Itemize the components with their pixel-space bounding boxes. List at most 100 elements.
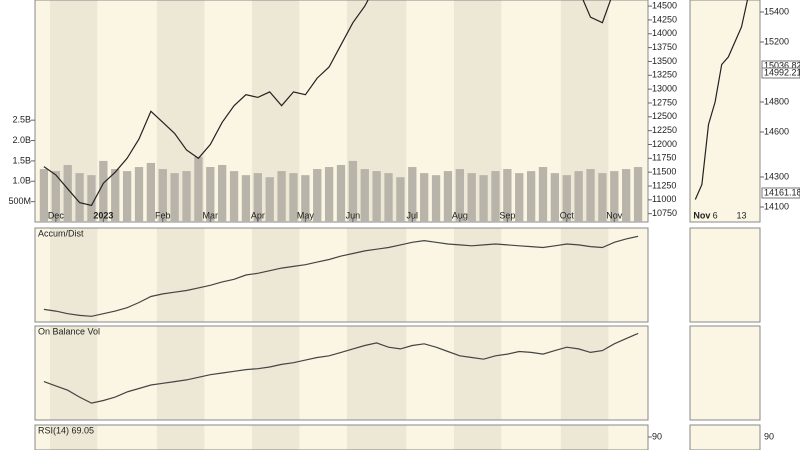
plot-area	[39, 0, 643, 222]
y-tick-label: 90	[652, 431, 662, 441]
month-band	[156, 228, 205, 322]
x-tick-label: May	[297, 210, 315, 220]
y2-tick-label: 2.0B	[12, 135, 31, 145]
month-band	[251, 326, 300, 420]
month-band	[49, 228, 98, 322]
volume-bar	[550, 173, 560, 222]
x-tick-label: 13	[736, 210, 746, 220]
panel-bg	[35, 326, 648, 420]
x-tick-label: Feb	[155, 210, 171, 220]
volume-bar	[253, 173, 262, 222]
series-line	[43, 235, 639, 317]
panel-title: Accum/Dist	[38, 228, 84, 238]
volume-bar	[122, 171, 132, 222]
y-tick-label: 11250	[652, 180, 676, 190]
y-tick-label: 14800	[764, 96, 789, 106]
month-band	[49, 326, 98, 420]
panel-border	[34, 325, 649, 421]
volume-bar	[360, 169, 369, 222]
x-tick-label: Nov	[606, 210, 623, 220]
x-tick-label: Sep	[499, 210, 515, 220]
y-tick-label: 14600	[764, 126, 789, 136]
y-tick-label: 11000	[652, 194, 676, 204]
price-flag-label: 14992.21	[764, 67, 800, 77]
x-tick-label: 2023	[93, 210, 113, 220]
volume-bar	[384, 173, 393, 222]
y-tick-label: 13500	[652, 56, 677, 66]
volume-bar	[420, 173, 429, 222]
volume-bar	[87, 175, 96, 222]
y-tick-label: 14250	[652, 14, 677, 24]
volume-bar	[324, 167, 334, 222]
volume-bar	[277, 171, 286, 222]
volume-bar	[170, 173, 179, 222]
month-band	[156, 326, 205, 420]
month-band	[346, 425, 407, 450]
x-tick-label: Jul	[407, 210, 419, 220]
price-flag	[761, 187, 800, 199]
side-plot	[694, 0, 749, 200]
y-tick-label: 15200	[764, 36, 789, 46]
month-band	[453, 326, 502, 420]
month-band	[251, 425, 300, 450]
y-tick-label: 14000	[652, 28, 677, 38]
volume-bar	[194, 156, 203, 222]
y-tick-label: 12250	[652, 125, 677, 135]
panel-title: RSI(14) 69.05	[38, 425, 94, 435]
volume-bar	[218, 164, 227, 222]
y-tick-label: 11750	[652, 153, 676, 163]
volume-bar	[455, 169, 464, 222]
y-tick-label: 14300	[764, 171, 789, 181]
month-band	[156, 425, 205, 450]
y-tick-label: 14500	[652, 0, 677, 10]
side-panel-bg	[689, 424, 761, 450]
volume-bar	[408, 167, 417, 222]
x-tick-label: Mar	[203, 210, 219, 220]
month-band	[251, 228, 300, 322]
y-tick-label: 14100	[764, 201, 789, 211]
x-tick-label: Oct	[560, 210, 575, 220]
month-band	[346, 326, 407, 420]
volume-bar	[372, 171, 381, 222]
y-tick-label: 13750	[652, 42, 677, 52]
panel-border	[34, 227, 649, 323]
side-panel-bg	[689, 227, 761, 323]
volume-bar	[111, 169, 120, 222]
series-line	[43, 332, 639, 404]
volume-bar	[586, 169, 595, 222]
y2-tick-label: 1.5B	[12, 155, 31, 165]
panel-bg	[35, 425, 648, 450]
volume-bar	[336, 164, 346, 222]
volume-bar	[574, 171, 583, 222]
month-band	[49, 425, 98, 450]
y-tick-label: 13000	[652, 84, 677, 94]
volume-bar	[158, 169, 167, 222]
y-tick-label: 10750	[652, 208, 677, 218]
y-tick-label: 13250	[652, 70, 677, 80]
side-panel-bg	[689, 325, 761, 421]
volume-bar	[75, 173, 84, 222]
volume-bar	[467, 173, 476, 222]
volume-bar	[289, 173, 298, 222]
volume-bar	[134, 167, 144, 222]
price-flag-label: 15036.82	[764, 60, 800, 70]
volume-bar	[348, 160, 358, 222]
volume-bar	[598, 173, 607, 222]
month-band	[560, 326, 609, 420]
volume-bar	[241, 175, 251, 222]
y-tick-label: 15400	[764, 6, 789, 16]
x-tick-label: Dec	[48, 210, 65, 220]
volume-bar	[622, 169, 631, 222]
volume-bar	[515, 173, 524, 222]
volume-bar	[562, 175, 571, 222]
volume-bar	[610, 171, 619, 222]
y-tick-label: 11500	[652, 167, 676, 177]
panel-bg	[35, 228, 648, 322]
month-band	[560, 425, 609, 450]
y-tick-label: 12500	[652, 111, 677, 121]
y2-tick-label: 1.0B	[12, 176, 31, 186]
y2-tick-label: 500M	[8, 196, 31, 206]
volume-bar	[146, 162, 156, 222]
volume-bar	[99, 160, 108, 222]
